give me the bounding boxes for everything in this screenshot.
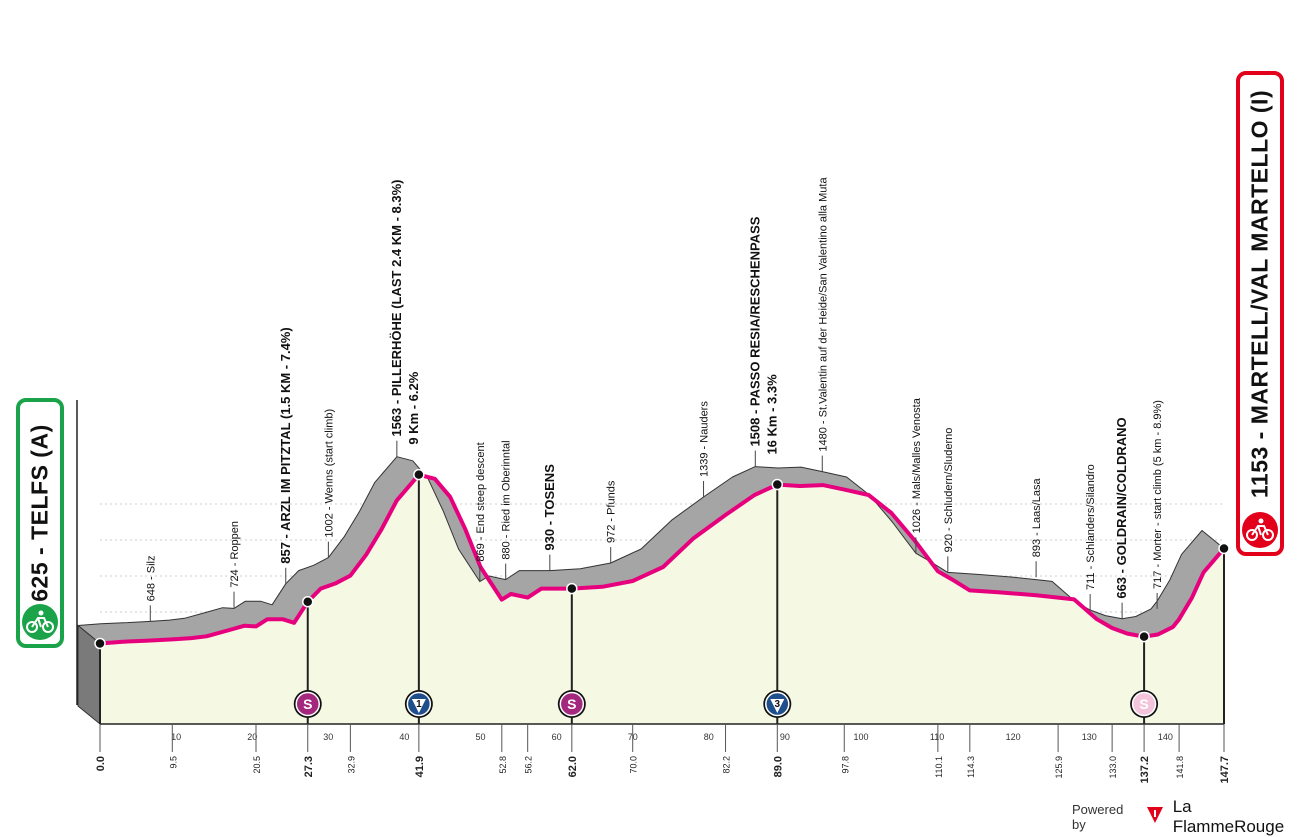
- point-dot: [94, 637, 106, 650]
- x-tick-label: 30: [323, 732, 333, 742]
- annotation-label: 920 - Schludern/Sluderno: [943, 428, 955, 553]
- km-marker-label: 0.0: [95, 756, 107, 771]
- annotation-label: 1480 - St.Valentin auf der Heide/San Val…: [817, 177, 829, 452]
- annotation-sublabel: 16 Km - 3.3%: [764, 374, 779, 455]
- annotation-label: 663 - GOLDRAIN/COLDRANO: [1114, 417, 1129, 598]
- annotation-label: 857 - ARZL IM PITZTAL (1.5 KM - 7.4%): [278, 327, 293, 563]
- x-tick-label: 50: [475, 732, 485, 742]
- annotation-label: 880 - Ried im Oberinntal: [501, 440, 513, 559]
- climb-category-marker: 3: [763, 690, 792, 718]
- flamme-rouge-logo-icon: [1145, 805, 1165, 830]
- marker-label: 3: [775, 699, 781, 710]
- point-dot: [1218, 542, 1230, 555]
- annotation-label: 717 - Morter - start climb (5 km - 8.9%): [1152, 400, 1164, 589]
- point-dot: [413, 468, 425, 481]
- annotation-label: 1002 - Wenns (start climb): [323, 409, 335, 538]
- sprint-marker: S: [557, 690, 586, 718]
- km-marker-label: 52.8: [498, 756, 508, 774]
- annotation-label: 711 - Schlanders/Silandro: [1085, 464, 1097, 590]
- x-tick-label: 20: [247, 732, 257, 742]
- finish-banner: 1153 - MARTELL/VAL MARTELLO (I): [1236, 71, 1284, 556]
- branding: Powered by La FlammeRouge: [1072, 797, 1300, 837]
- x-tick-label: 40: [399, 732, 409, 742]
- climb-category-marker: 1: [404, 690, 433, 718]
- km-marker-label: 62.0: [567, 756, 579, 777]
- start-banner: 625 - TELFS (A): [16, 398, 64, 648]
- point-dot: [1138, 630, 1150, 643]
- elevation-area: [77, 456, 1226, 726]
- annotation-label: 972 - Pfunds: [606, 480, 618, 543]
- km-marker-label: 137.2: [1139, 756, 1151, 784]
- km-marker-label: 147.7: [1219, 756, 1231, 784]
- annotation-label: 1508 - PASSO RESIA/RESCHENPASS: [747, 216, 762, 446]
- km-marker-label: 56.2: [524, 756, 534, 774]
- marker-fill: [559, 691, 585, 717]
- km-marker-label: 82.2: [722, 756, 732, 774]
- km-marker-label: 32.9: [346, 756, 356, 774]
- km-marker-label: 97.8: [840, 756, 850, 774]
- annotation-label: 930 - TOSENS: [542, 464, 557, 551]
- terrain-fill: [100, 474, 1224, 724]
- x-tick-label: 60: [552, 732, 562, 742]
- marker-triangle: [770, 699, 785, 713]
- km-marker-label: 27.3: [303, 756, 315, 777]
- powered-by-text: Powered by: [1072, 802, 1124, 832]
- finish-label: 1153 - MARTELL/VAL MARTELLO (I): [1246, 90, 1273, 499]
- km-marker-label: 89.0: [772, 756, 784, 777]
- marker-label: S: [567, 696, 576, 712]
- annotation-label: 648 - Silz: [145, 556, 157, 602]
- marker-triangle: [411, 699, 426, 713]
- marker-label: S: [303, 696, 312, 712]
- marker-label: S: [1139, 696, 1148, 712]
- x-tick-label: 90: [780, 732, 790, 742]
- marker-label: 1: [416, 699, 422, 710]
- annotation-label: 1026 - Mals/Malles Venosta: [911, 397, 923, 533]
- x-tick-label: 120: [1006, 732, 1021, 742]
- x-tick-label: 10: [171, 732, 181, 742]
- finish-bicycle-icon: [1242, 512, 1278, 548]
- annotation-label: 893 - Laas/Lasa: [1031, 477, 1043, 557]
- km-marker-label: 70.0: [629, 756, 639, 774]
- km-marker-label: 141.8: [1175, 756, 1185, 779]
- category-markers: S 1 S 3 S: [94, 468, 1230, 724]
- annotation-sublabel: 9 Km - 6.2%: [406, 371, 421, 444]
- x-tick-label: 110: [930, 732, 944, 742]
- km-marker-label: 133.0: [1108, 756, 1118, 779]
- km-marker-label: 125.9: [1054, 756, 1064, 779]
- marker-fill: [295, 691, 321, 717]
- start-bicycle-icon: [22, 604, 58, 640]
- point-dot: [771, 478, 784, 491]
- km-marker-label: 20.5: [252, 756, 262, 774]
- km-marker-label: 114.3: [966, 756, 976, 778]
- annotation-label: 724 - Roppen: [229, 521, 241, 588]
- road-line: [98, 472, 1226, 646]
- annotation-labels: 648 - Silz 724 - Roppen 857 - ARZL IM PITZ…: [145, 177, 1164, 622]
- x-tick-label: 140: [1158, 732, 1173, 742]
- km-marker-label: 110.1: [934, 756, 944, 778]
- brand-name: La FlammeRouge: [1172, 797, 1285, 836]
- x-tick-label: 80: [704, 732, 714, 742]
- km-marker-label: 9.5: [168, 756, 178, 769]
- sprint-marker: S: [1130, 690, 1159, 718]
- km-marker-label: 41.9: [414, 756, 426, 777]
- annotation-label: 1339 - Nauders: [699, 401, 711, 477]
- annotation-label: 1563 - PILLERHÖHE (LAST 2.4 KM - 8.3%): [389, 179, 404, 436]
- start-label: 625 - TELFS (A): [26, 424, 53, 603]
- point-dot: [302, 595, 314, 608]
- x-tick-label: 100: [853, 732, 868, 742]
- sprint-marker: S: [293, 690, 322, 718]
- annotation-label: 869 - End steep descent: [475, 442, 487, 561]
- point-dot: [566, 582, 578, 595]
- marker-fill: [1131, 691, 1157, 717]
- x-tick-label: 130: [1082, 732, 1097, 742]
